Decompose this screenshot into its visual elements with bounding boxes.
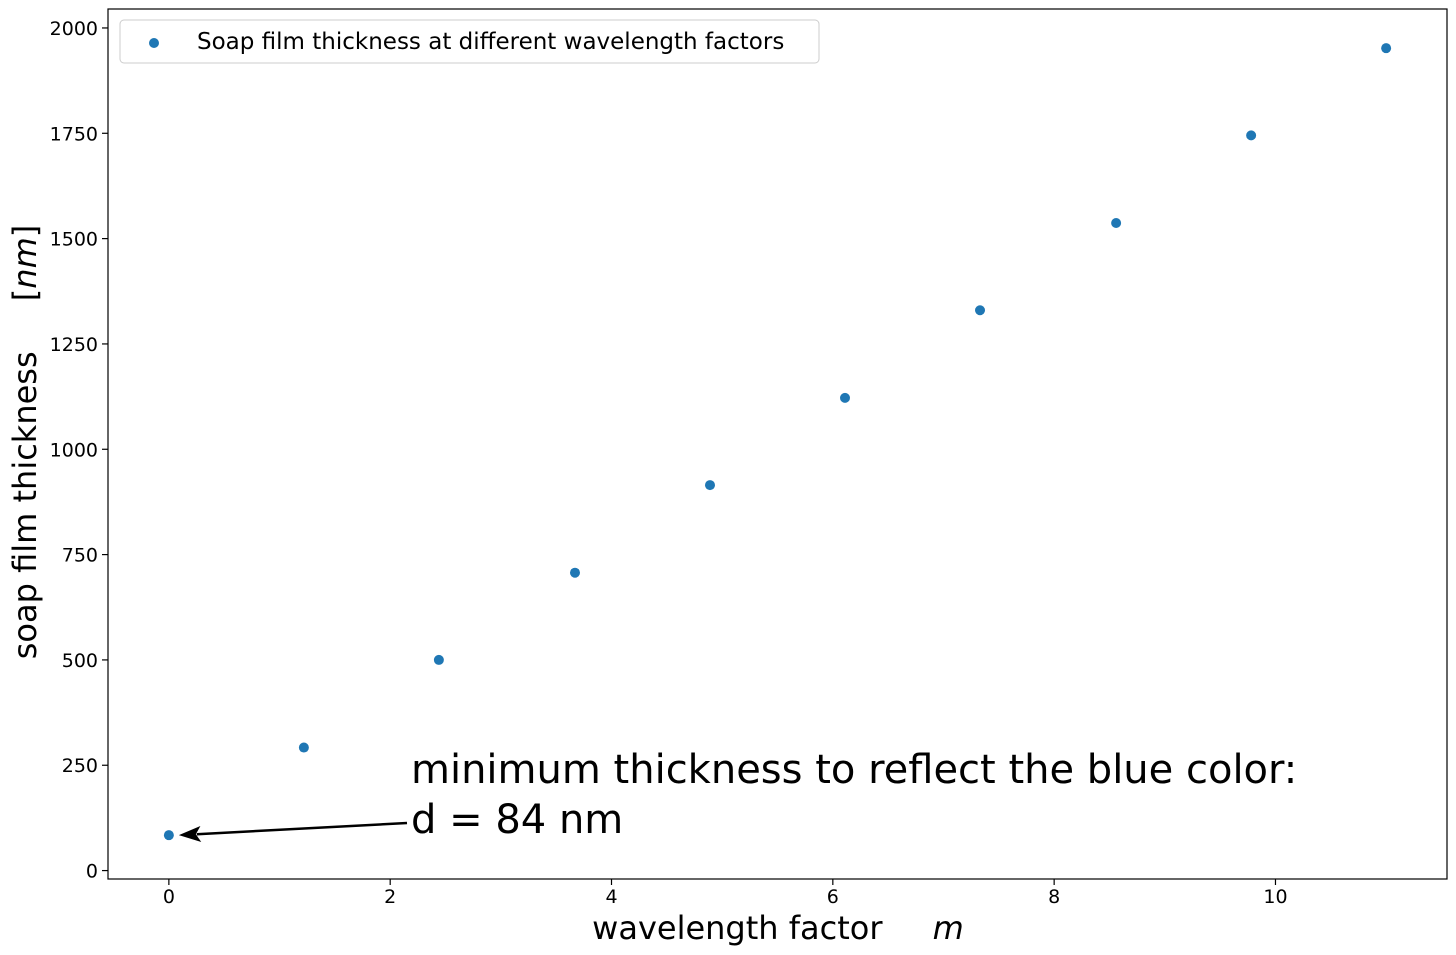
legend-box [119,19,820,64]
y-tick-label: 1250 [50,334,98,356]
y-tick-label: 1750 [50,123,98,145]
y-tick-label: 250 [62,755,98,777]
legend: Soap film thickness at different wavelen… [119,19,820,64]
annotation: minimum thickness to reflect the blue co… [178,747,1297,843]
annotation-text-line2: d = 84 nm [411,797,623,843]
x-tick-label: 2 [384,886,396,908]
x-axis-symbol: m [933,909,964,947]
annotation-arrow-line [196,821,408,836]
x-axis-label: wavelength factor m [592,909,964,947]
data-point [704,480,715,491]
legend-marker [149,38,159,48]
y-tick-label: 2000 [50,18,98,40]
y-tick-label: 1500 [50,229,98,251]
data-point [975,305,986,316]
x-tick-label: 10 [1263,886,1287,908]
y-tick-label: 1000 [50,439,98,461]
data-point [569,567,580,578]
y-axis-label: soap film thickness [nm] [6,225,44,659]
y-axis-label-text: soap film thickness [6,351,44,659]
data-point [298,742,309,753]
data-point [1246,130,1257,141]
y-axis-ticks: 0 250 500 750 1000 1250 1500 1750 2000 [50,18,108,883]
y-axis-unit: nm [6,237,44,288]
annotation-arrow-head [178,826,202,842]
x-axis-label-text: wavelength factor [592,909,883,947]
data-point [433,654,444,665]
x-tick-label: 6 [827,886,839,908]
y-tick-label: 750 [62,545,98,567]
y-axis-unit-open: [ [6,289,44,301]
data-point [1111,218,1122,229]
data-point [163,830,174,841]
x-tick-label: 8 [1048,886,1060,908]
plot-frame [107,8,1448,880]
data-points [163,43,1392,841]
data-point [1381,43,1392,54]
y-tick-label: 500 [62,650,98,672]
annotation-text-line1: minimum thickness to reflect the blue co… [411,747,1297,793]
data-point [840,392,851,403]
x-tick-label: 0 [163,886,175,908]
y-axis-unit-close: ] [6,225,44,237]
legend-label: Soap film thickness at different wavelen… [197,29,784,55]
x-axis-ticks: 0 2 4 6 8 10 [163,879,1288,908]
y-tick-label: 0 [86,861,98,883]
x-tick-label: 4 [605,886,617,908]
